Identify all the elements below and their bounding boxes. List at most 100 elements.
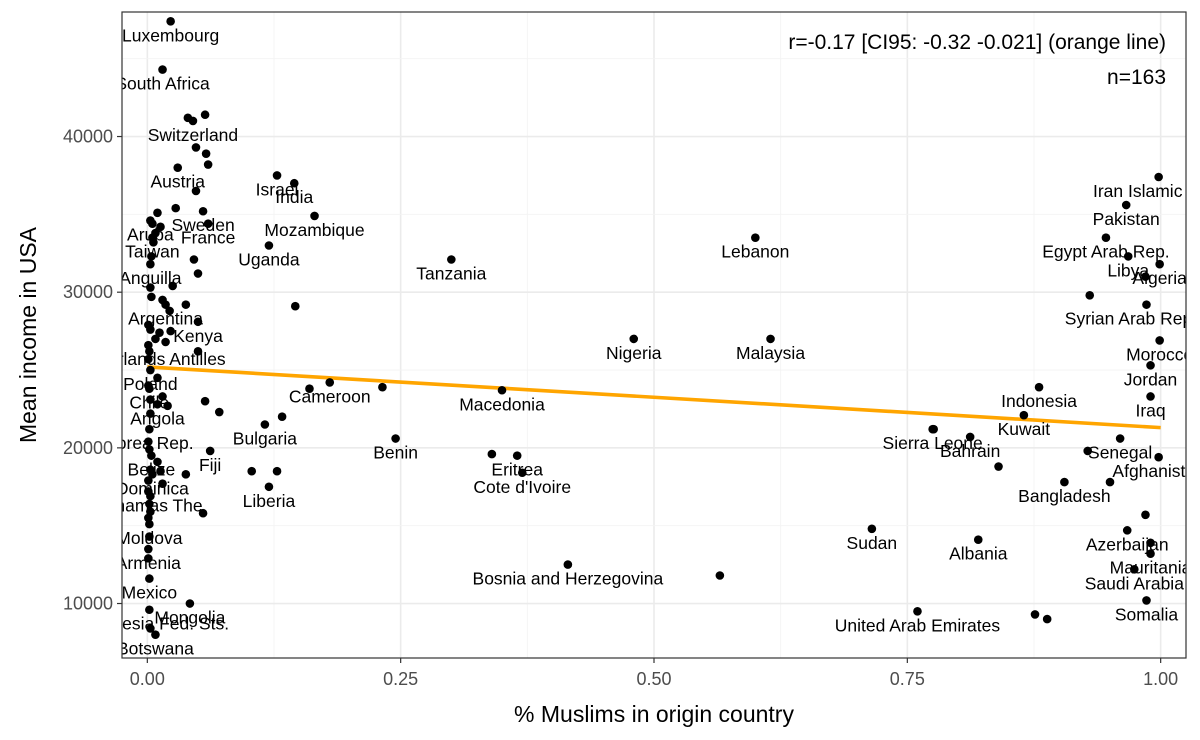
data-point: [1146, 361, 1155, 370]
point-label: Azerbaijan: [1086, 534, 1169, 554]
points-layer: [144, 17, 1164, 639]
data-point: [497, 385, 507, 395]
point-label: Pakistan: [1093, 209, 1160, 229]
point-label: South Africa: [115, 74, 210, 94]
data-point: [277, 412, 287, 422]
x-tick-label: 0.50: [636, 669, 671, 689]
point-label: Bosnia and Herzegovina: [473, 569, 664, 589]
y-tick-label: 20000: [63, 438, 113, 458]
point-label: Bahamas The: [94, 495, 203, 515]
data-point: [214, 407, 224, 417]
data-point: [247, 466, 257, 476]
point-label: Syrian Arab Republic: [1065, 309, 1200, 329]
data-point: [391, 434, 400, 443]
grid: [122, 12, 1186, 658]
data-point: [1155, 336, 1164, 345]
data-point: [185, 599, 195, 608]
axes-layer: 0.00 0.25 0.50 0.75 1.00 10000 20000 30000 40000: [63, 127, 1178, 689]
data-point: [165, 306, 174, 316]
data-point: [145, 605, 154, 615]
data-point: [153, 399, 162, 409]
data-point: [205, 446, 215, 456]
point-label: Anguilla: [119, 268, 182, 288]
data-point: [189, 255, 199, 264]
data-point: [168, 281, 177, 291]
point-label: Micronesia Fed. Sts.: [70, 614, 230, 634]
data-point: [290, 301, 300, 311]
data-point: [188, 116, 198, 126]
data-point: [156, 222, 165, 232]
point-label: Bangladesh: [1018, 486, 1110, 506]
data-point: [158, 392, 167, 401]
point-label: France: [181, 228, 235, 248]
data-point: [994, 462, 1003, 471]
point-label: Botswana: [117, 639, 194, 659]
point-labels-layer: Luxembourg South Africa Switzerland Austria…: [70, 25, 1200, 659]
x-tick-label: 1.00: [1143, 669, 1178, 689]
data-point: [148, 470, 157, 479]
data-point: [166, 326, 175, 336]
data-point: [173, 163, 183, 172]
point-label: Tanzania: [416, 264, 486, 284]
point-label: Sweden: [171, 215, 234, 235]
data-point: [146, 409, 155, 418]
point-label: Algeria: [1132, 268, 1187, 288]
data-point: [715, 571, 725, 580]
data-point: [191, 186, 201, 196]
data-point: [1130, 564, 1139, 574]
data-point: [145, 424, 154, 434]
point-label: Somalia: [1115, 604, 1178, 624]
data-point: [144, 340, 153, 350]
point-label: Argentina: [128, 309, 203, 329]
data-point: [1141, 272, 1150, 281]
y-tick-label: 10000: [63, 594, 113, 614]
point-label: Sudan: [847, 533, 898, 553]
data-point: [146, 259, 155, 269]
data-point: [766, 334, 775, 344]
data-point: [1142, 596, 1151, 605]
point-label: Macedonia: [459, 394, 545, 414]
point-label: Kuwait: [998, 419, 1051, 439]
data-point: [310, 211, 319, 221]
data-point: [201, 149, 211, 158]
data-point: [181, 470, 191, 479]
data-point: [153, 457, 162, 467]
point-label: Morocco: [1126, 344, 1193, 364]
point-label: Mozambique: [264, 220, 364, 240]
data-point: [867, 524, 877, 534]
data-point: [193, 347, 203, 356]
point-label: Bulgaria: [233, 429, 297, 449]
point-label: Cameroon: [289, 386, 371, 406]
point-label: Sierra Leone: [883, 433, 983, 453]
point-label: Benin: [373, 443, 418, 463]
point-label: Dominica: [116, 478, 189, 498]
data-point: [264, 241, 274, 250]
data-point: [563, 560, 573, 569]
data-point: [144, 476, 153, 485]
point-label: Iraq: [1135, 400, 1165, 420]
point-label: Austria: [150, 172, 205, 192]
data-point: [193, 269, 203, 278]
data-point: [378, 382, 387, 392]
x-tick-label: 0.00: [130, 669, 165, 689]
point-label: Senegal: [1088, 443, 1152, 463]
point-label: Angola: [130, 408, 185, 428]
data-point: [272, 171, 282, 180]
data-point: [928, 424, 937, 434]
data-point: [158, 65, 167, 74]
data-point: [1019, 410, 1029, 420]
point-label: India: [275, 187, 313, 207]
data-point: [260, 420, 270, 429]
data-point: [1123, 252, 1133, 261]
point-label: Armenia: [116, 553, 181, 573]
data-point: [146, 216, 155, 225]
y-tick-label: 30000: [63, 282, 113, 302]
data-point: [146, 365, 155, 375]
data-point: [487, 449, 497, 459]
data-point: [151, 334, 160, 344]
data-point: [155, 328, 164, 337]
data-point: [146, 624, 155, 633]
point-label: Mongolia: [154, 608, 225, 628]
point-label: Fiji: [199, 455, 221, 475]
